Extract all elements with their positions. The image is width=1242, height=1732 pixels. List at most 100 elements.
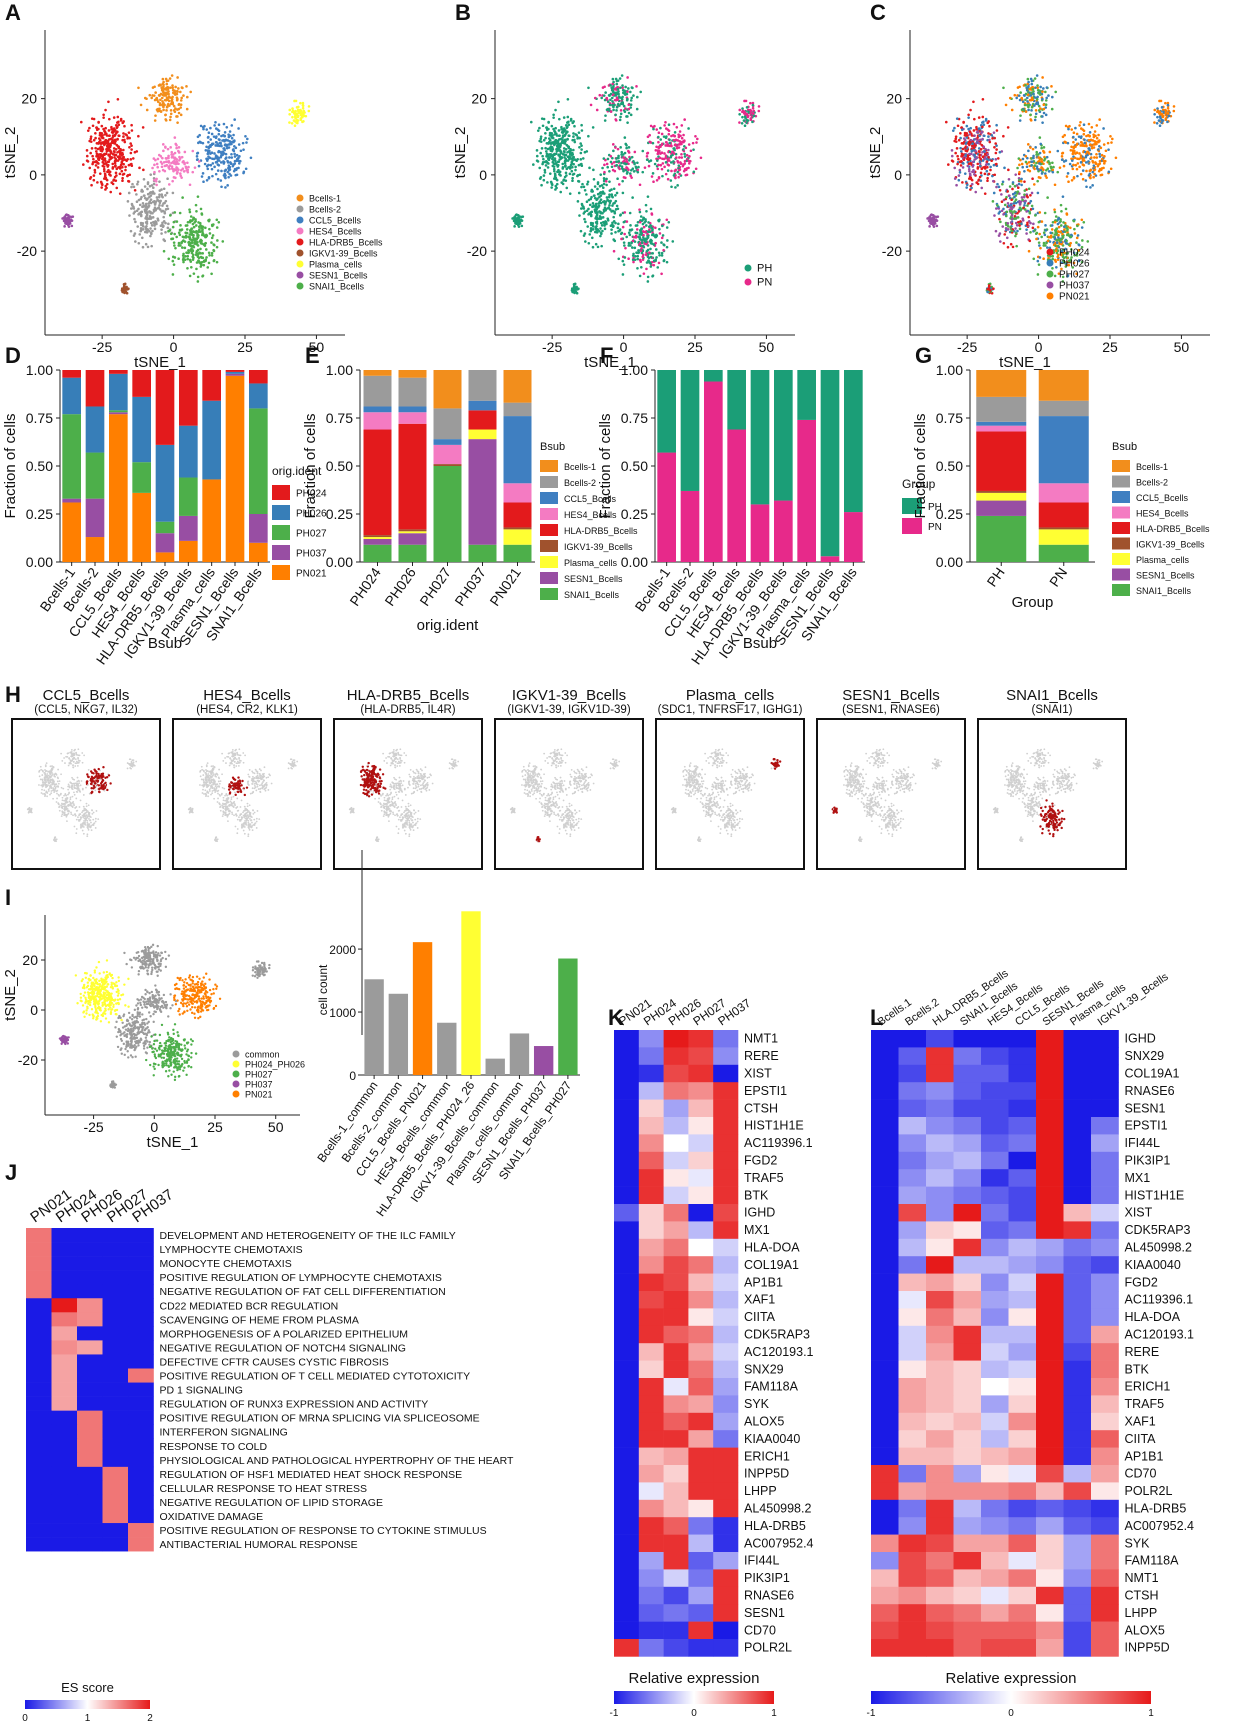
scatter-point: [649, 124, 653, 128]
scatter-point: [661, 224, 664, 228]
scatter-point: [166, 87, 170, 91]
scatter-point: [1102, 143, 1106, 146]
scatter-point: [293, 124, 297, 128]
scatter-point: [1076, 157, 1079, 161]
scatter-point: [627, 257, 630, 261]
scatter-point: [996, 182, 999, 186]
y-axis-label: Fraction of cells: [912, 413, 929, 518]
scatter-point: [130, 162, 133, 166]
scatter-point: [1029, 193, 1032, 197]
legend-swatch: [1112, 475, 1130, 488]
scatter-point: [153, 119, 157, 122]
legend-A: Bcells-1Bcells-2CCL5_BcellsHES4_BcellsHL…: [296, 194, 383, 292]
legend-label: Plasma_cells: [309, 260, 363, 270]
scatter-point: [111, 139, 115, 142]
scatter-point: [176, 90, 179, 93]
scatter-point: [165, 204, 169, 208]
scatter-point: [226, 184, 229, 187]
scatter-point: [598, 217, 601, 220]
scatter-point: [213, 152, 216, 155]
legend-swatch: [296, 227, 304, 235]
scatter-point: [953, 166, 957, 170]
scatter-point: [189, 260, 193, 263]
scatter-point: [215, 226, 219, 229]
scatter-point: [986, 176, 989, 180]
scatter-point: [235, 167, 239, 170]
scatter-point: [242, 148, 245, 151]
scatter-point: [189, 244, 192, 248]
scatter-point: [1033, 164, 1037, 167]
scatter-point: [111, 162, 115, 166]
bar-segment: [657, 452, 676, 562]
scatter-point: [212, 243, 216, 247]
scatter-point: [151, 216, 155, 219]
scatter-point: [1081, 177, 1085, 181]
scatter-point: [976, 162, 980, 166]
scatter-point: [210, 236, 214, 240]
bar-segment: [85, 452, 105, 499]
scatter-point: [1098, 144, 1101, 148]
scatter-point: [235, 153, 239, 157]
bar-segment: [680, 490, 700, 562]
scatter-point: [1051, 254, 1055, 258]
scatter-point: [166, 226, 170, 230]
scatter-point: [158, 193, 161, 197]
scatter-point: [1018, 224, 1021, 227]
scatter-point: [160, 232, 163, 235]
scatter-point: [569, 163, 573, 167]
scatter-point: [1018, 170, 1021, 174]
scatter-point: [541, 154, 544, 158]
scatter-point: [167, 90, 170, 93]
scatter-point: [144, 203, 148, 207]
scatter-point: [1030, 79, 1034, 83]
scatter-point: [177, 241, 181, 245]
scatter-point: [1023, 103, 1027, 107]
scatter-point: [599, 234, 602, 238]
y-tick-label: 0.50: [26, 458, 53, 474]
scatter-point: [1069, 241, 1072, 245]
scatter-point: [654, 226, 657, 230]
scatter-point: [1043, 159, 1046, 162]
scatter-point: [136, 182, 139, 186]
scatter-point: [1054, 244, 1057, 248]
scatter-point: [207, 135, 210, 139]
scatter-point: [148, 195, 151, 199]
scatter-point: [1008, 194, 1011, 197]
scatter-point: [935, 224, 939, 228]
scatter-point: [589, 212, 592, 216]
scatter-point: [616, 226, 620, 230]
scatter-point: [152, 210, 156, 213]
scatter-point: [116, 97, 120, 101]
scatter-point: [564, 164, 567, 168]
bar-segment: [468, 544, 497, 562]
scatter-point: [977, 116, 981, 119]
scatter-point: [1042, 257, 1045, 261]
scatter-point: [738, 112, 741, 116]
scatter-point: [970, 178, 974, 182]
scatter-point: [232, 148, 235, 151]
scatter-point: [628, 159, 631, 162]
scatter-point: [1014, 198, 1018, 201]
scatter-point: [1008, 96, 1012, 100]
scatter-point: [641, 222, 645, 226]
scatter-point: [987, 172, 991, 176]
legend-label: Bcells-2: [309, 205, 341, 215]
scatter-point: [220, 185, 223, 189]
scatter-point: [520, 215, 523, 219]
scatter-point: [665, 260, 669, 264]
scatter-point: [1051, 95, 1054, 99]
scatter-point: [612, 187, 616, 191]
bar-segment: [844, 512, 863, 562]
feature-point: [65, 755, 67, 758]
scatter-point: [612, 80, 615, 84]
scatter-point: [935, 215, 938, 219]
scatter-point: [228, 140, 232, 143]
scatter-point: [91, 124, 95, 128]
scatter-point: [107, 100, 110, 104]
scatter-point: [103, 133, 107, 136]
scatter-point: [996, 157, 1000, 160]
scatter-point: [1031, 207, 1035, 211]
scatter-point: [1038, 157, 1041, 160]
scatter-point: [1155, 122, 1159, 125]
